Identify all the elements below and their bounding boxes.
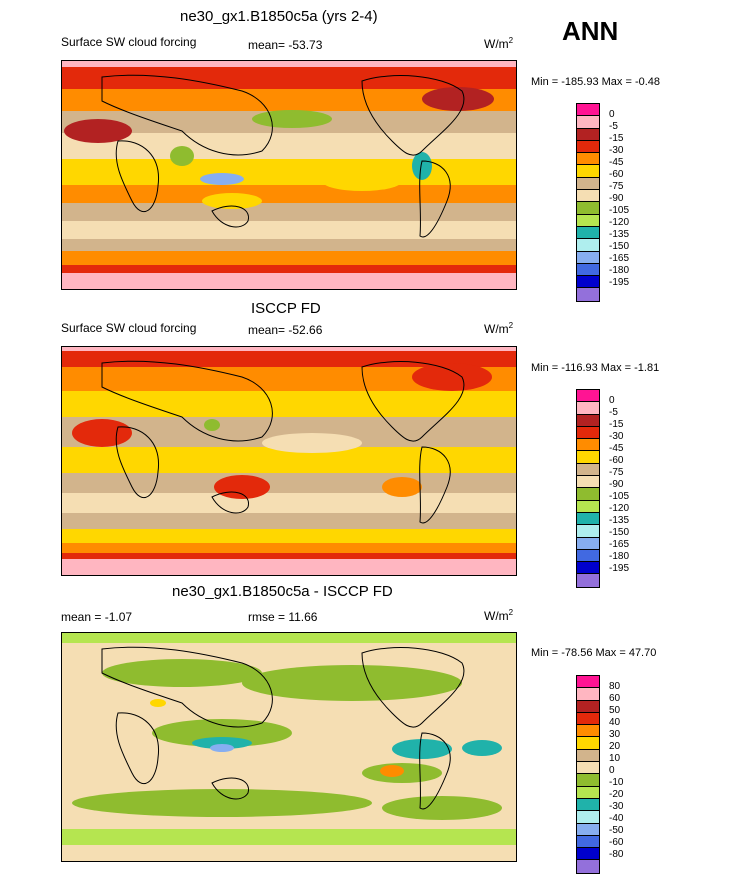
- panel-1-tick: -135: [609, 229, 630, 240]
- panel-3-tick: -80: [609, 849, 624, 860]
- panel-3-tick: 40: [609, 717, 621, 728]
- panel-1-tick: -5: [609, 121, 618, 132]
- season-label: ANN: [562, 16, 619, 46]
- panel-1-units: W/m2: [484, 36, 514, 51]
- panel-2-minmax: Min = -116.93 Max = -1.81: [531, 362, 660, 374]
- panel-3-tick: -60: [609, 837, 624, 848]
- panel-3-tick: -30: [609, 801, 624, 812]
- panel-1-tick: -75: [609, 181, 624, 192]
- panel-1-tick: 0: [609, 109, 615, 120]
- panel-1-tick: -60: [609, 169, 624, 180]
- panel-3-units: W/m2: [484, 608, 514, 623]
- panel-1-tick: -150: [609, 241, 630, 252]
- panel-1-tick: -180: [609, 265, 630, 276]
- panel-3-map: [61, 632, 517, 862]
- panel-3-tick: 50: [609, 705, 621, 716]
- panel-3-minmax: Min = -78.56 Max = 47.70: [531, 647, 657, 659]
- panel-1-minmax: Min = -185.93 Max = -0.48: [531, 76, 661, 88]
- panel-2-tick: -195: [609, 563, 630, 574]
- panel-2-colorbar: [576, 389, 600, 588]
- panel-2-tick: -165: [609, 539, 630, 550]
- panel-1-mean-label: mean= -53.73: [248, 38, 323, 52]
- panel-1-tick: -165: [609, 253, 630, 264]
- panel-2-tick: -60: [609, 455, 624, 466]
- panel-3-tick: -40: [609, 813, 624, 824]
- panel-3-tick: -10: [609, 777, 624, 788]
- panel-2-tick: -5: [609, 407, 618, 418]
- panel-1-tick: -105: [609, 205, 630, 216]
- panel-3-tick: 30: [609, 729, 621, 740]
- panel-2-tick: 0: [609, 395, 615, 406]
- panel-2-tick: -15: [609, 419, 624, 430]
- panel-2-map: [61, 346, 517, 576]
- panel-1-colorbar: [576, 103, 600, 302]
- panel-2-tick: -180: [609, 551, 630, 562]
- panel-2-tick: -90: [609, 479, 624, 490]
- panel-2-tick: -135: [609, 515, 630, 526]
- panel-3-tick: 0: [609, 765, 615, 776]
- panel-3-tick: 20: [609, 741, 621, 752]
- panel-1-tick: -15: [609, 133, 624, 144]
- panel-3-rmse-label: rmse = 11.66: [248, 610, 318, 624]
- panel-3-tick: 60: [609, 693, 621, 704]
- panel-1-tick: -120: [609, 217, 630, 228]
- panel-1-tick: -45: [609, 157, 624, 168]
- panel-3-tick: 80: [609, 681, 621, 692]
- panel-1-tick: -195: [609, 277, 630, 288]
- panel-2-tick: -75: [609, 467, 624, 478]
- panel-2-variable-label: Surface SW cloud forcing: [61, 321, 197, 335]
- panel-2-mean-label: mean= -52.66: [248, 323, 323, 337]
- panel-3-tick: -50: [609, 825, 624, 836]
- panel-2-tick: -45: [609, 443, 624, 454]
- panel-2-units: W/m2: [484, 321, 514, 336]
- panel-3-tick: -20: [609, 789, 624, 800]
- panel-3-title: ne30_gx1.B1850c5a - ISCCP FD: [172, 583, 393, 600]
- panel-2-tick: -105: [609, 491, 630, 502]
- panel-2-tick: -120: [609, 503, 630, 514]
- panel-1-variable-label: Surface SW cloud forcing: [61, 35, 197, 49]
- panel-3-colorbar: [576, 675, 600, 874]
- panel-3-mean-label: mean = -1.07: [61, 610, 133, 624]
- panel-2-title: ISCCP FD: [251, 300, 321, 317]
- panel-1-map: [61, 60, 517, 290]
- panel-3-tick: 10: [609, 753, 621, 764]
- panel-1-tick: -30: [609, 145, 624, 156]
- panel-2-tick: -30: [609, 431, 624, 442]
- panel-1-title: ne30_gx1.B1850c5a (yrs 2-4): [180, 8, 378, 25]
- panel-2-tick: -150: [609, 527, 630, 538]
- panel-1-tick: -90: [609, 193, 624, 204]
